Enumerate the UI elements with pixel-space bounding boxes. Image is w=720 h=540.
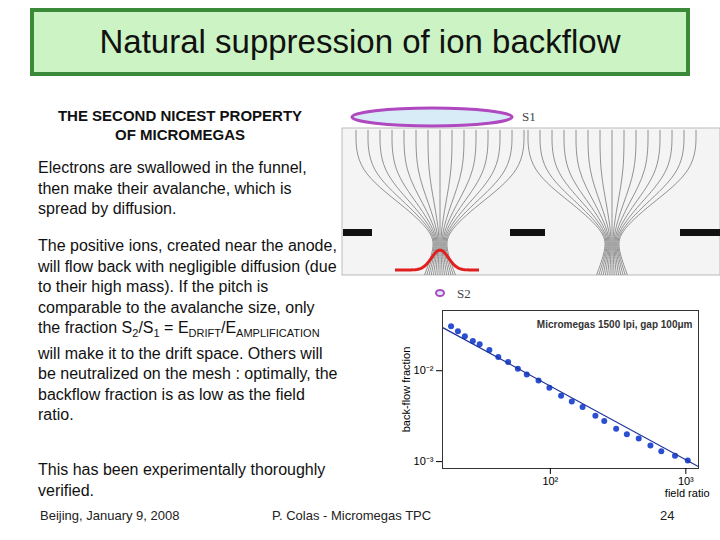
html-text:P. Colas - Micromegas TPC: P. Colas - Micromegas TPC <box>272 508 432 523</box>
svg-text:field ratio: field ratio <box>665 487 710 499</box>
svg-text:10²: 10² <box>542 475 558 487</box>
html-text:THE SECOND NICEST PROPERTY: THE SECOND NICEST PROPERTY <box>57 107 303 124</box>
html-text:will make it to the drift spac: will make it to the drift space. Others … <box>38 344 338 424</box>
svg-text:10³: 10³ <box>678 475 694 487</box>
html-text:Electrons are swallowed in the: Electrons are swallowed in the funnel, t… <box>38 159 307 217</box>
html-text:This has been experimentally t: This has been experimentally thoroughly … <box>38 461 326 499</box>
html-text:Natural suppression of ion bac: Natural suppression of ion backflow <box>99 23 621 60</box>
svg-text:back-flow fraction: back-flow fraction <box>400 347 412 433</box>
svg-text:Micromegas 1500 lpi, gap 100μm: Micromegas 1500 lpi, gap 100μm <box>537 319 693 330</box>
svg-text:S2: S2 <box>457 286 471 301</box>
html-text:24: 24 <box>660 508 675 523</box>
html-text:OF MICROMEGAS: OF MICROMEGAS <box>115 126 245 143</box>
svg-text:10⁻²: 10⁻² <box>414 364 434 376</box>
html-text:Beijing, January 9, 2008: Beijing, January 9, 2008 <box>40 508 180 523</box>
svg-text:10⁻³: 10⁻³ <box>414 455 434 467</box>
html-text:The positive ions, created nea: The positive ions, created near the anod… <box>38 237 337 340</box>
svg-text:S1: S1 <box>522 109 536 124</box>
